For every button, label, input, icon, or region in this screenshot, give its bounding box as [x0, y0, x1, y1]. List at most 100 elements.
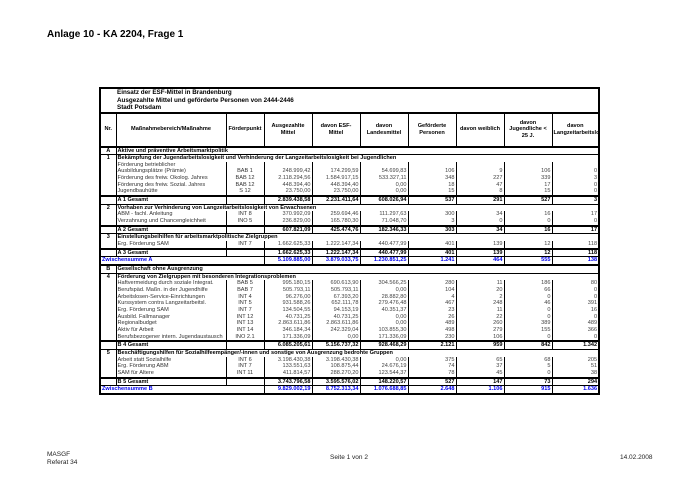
value-cell: 139	[455, 241, 504, 249]
funding-point: INT 14	[225, 326, 264, 334]
row-number	[99, 241, 116, 249]
table-header-row: Nr. Maßnahmebereich/Maßnahme Förderpunkt…	[99, 111, 600, 148]
funding-point: INT 6	[225, 356, 264, 364]
value-cell: 23.750,00	[311, 188, 360, 197]
value-cell: 0,00	[359, 286, 408, 294]
value-cell: 0	[551, 313, 600, 321]
row-number: 3	[99, 233, 116, 242]
value-cell: 2.231.411,64	[311, 195, 360, 205]
value-cell: 2.118.294,56	[263, 175, 312, 182]
value-cell: 928.468,29	[359, 340, 408, 350]
value-cell: 68	[503, 356, 552, 364]
funding-point: BAB 5	[225, 280, 264, 287]
value-cell: 3.595.576,02	[311, 376, 360, 387]
value-cell: 26	[407, 313, 456, 321]
measure-label: Ausbild. Fallmanager	[115, 313, 226, 321]
value-cell: 106	[503, 168, 552, 176]
value-cell: 931.588,26	[263, 300, 312, 307]
table-row: Regionalbudget INT 13 2.863.611,86 2.863.61…	[99, 320, 600, 327]
value-cell: 24.676,19	[359, 363, 408, 370]
value-cell: 65	[455, 356, 504, 364]
measure-label: ABM - fachl. Anleitung	[115, 211, 226, 219]
value-cell: 1.222.147,34	[311, 241, 360, 249]
row-number	[99, 326, 116, 334]
value-cell: 2.648	[407, 385, 456, 395]
value-cell: 123.544,37	[359, 369, 408, 378]
col-header: Förderpunkt	[225, 111, 264, 148]
value-cell: 527	[407, 376, 456, 387]
section-row: 2 Vorhaben zur Verhinderung von Langzeita…	[99, 203, 600, 212]
value-cell: 186	[503, 280, 552, 287]
value-cell: 54.699,83	[359, 168, 408, 176]
value-cell: 96.276,00	[263, 293, 312, 301]
value-cell: 300	[407, 211, 456, 219]
section-label: Vorhaben zur Verhinderung von Langzeitar…	[115, 203, 600, 212]
value-cell: 0	[551, 286, 600, 294]
value-cell	[407, 161, 456, 169]
measure-label: Erg. Förderung ABM	[115, 363, 226, 370]
section-row: 1 Bekämpfung der Jugendarbeitslosigkeit u…	[99, 154, 600, 162]
funding-point	[225, 247, 264, 258]
esf-table: Einsatz der ESF-Mittel in Brandenburg Au…	[99, 87, 601, 395]
measure-label: A 2 Gesamt	[115, 224, 226, 235]
value-cell: 2.839.438,58	[263, 195, 312, 205]
value-cell: 3.879.033,75	[311, 256, 360, 267]
value-cell: 391	[551, 300, 600, 307]
value-cell: 339	[503, 175, 552, 182]
row-number	[99, 175, 116, 182]
table-row: Kurssystem contra Langzeitarbeitsl. INT 5…	[99, 300, 600, 307]
value-cell: 0	[551, 293, 600, 301]
funding-point: INT 13	[225, 320, 264, 327]
row-number	[99, 195, 116, 205]
value-cell: 279.476,48	[359, 300, 408, 307]
row-number	[99, 333, 116, 342]
footer-dept: Referat 34	[47, 459, 78, 466]
value-cell: 23.750,00	[263, 188, 312, 197]
funding-point	[225, 161, 264, 169]
value-cell: 165.780,30	[311, 218, 360, 226]
value-cell: 0	[551, 168, 600, 176]
col-header: Geförderte Personen	[407, 111, 456, 148]
row-number	[99, 356, 116, 364]
value-cell: 118	[551, 247, 600, 258]
value-cell: 1.222.147,34	[311, 247, 360, 258]
measure-label: Berufspäd. Maßn. in der Jugendhilfe	[115, 286, 226, 294]
value-cell: 3.198.430,38	[263, 356, 312, 364]
total-row: A 1 Gesamt 2.839.438,58 2.231.411,64 608.02…	[99, 195, 600, 205]
measure-label: Erg. Förderung SAM	[115, 306, 226, 314]
value-cell: 1.076.688,85	[359, 385, 408, 395]
value-cell: 0	[551, 181, 600, 189]
table-row: Ausbildungsplätze (Prämie) BAB 1 248.999,4…	[99, 168, 600, 176]
row-number	[99, 320, 116, 327]
value-cell: 51	[551, 363, 600, 370]
value-cell: 440.477,99	[359, 247, 408, 258]
value-cell: 1.342	[551, 340, 600, 350]
table-row: Aktiv für Arbeit INT 14 346.184,34 242.329,…	[99, 326, 600, 334]
value-cell: 28.882,80	[359, 293, 408, 301]
value-cell: 0	[503, 306, 552, 314]
value-cell: 15	[407, 188, 456, 197]
value-cell: 555	[503, 256, 552, 267]
row-number	[99, 286, 116, 294]
col-header: Maßnahmebereich/Maßnahme	[115, 111, 226, 148]
total-row: B 4 Gesamt 6.085.205,61 5.156.737,32 928.46…	[99, 340, 600, 350]
value-cell: 279	[455, 326, 504, 334]
value-cell: 505.793,11	[263, 286, 312, 294]
row-number	[99, 293, 116, 301]
funding-point: INO 5	[225, 218, 264, 226]
value-cell: 94.153,19	[311, 306, 360, 314]
measure-label: A 1 Gesamt	[115, 195, 226, 205]
value-cell: 607.821,09	[263, 224, 312, 235]
value-cell: 0	[551, 218, 600, 226]
value-cell: 2	[455, 293, 504, 301]
value-cell: 11	[455, 280, 504, 287]
value-cell: 411.814,57	[263, 369, 312, 378]
funding-point	[225, 224, 264, 235]
value-cell: 389	[503, 320, 552, 327]
value-cell: 9.829.002,19	[263, 385, 312, 395]
value-cell: 133.551,63	[263, 363, 312, 370]
value-cell: 505.793,11	[311, 286, 360, 294]
subtotal-row: Zwischensumme A 5.109.885,00 3.879.033,75 1…	[99, 256, 600, 267]
value-cell: 3.198.430,38	[311, 356, 360, 364]
value-cell: 230	[407, 333, 456, 342]
